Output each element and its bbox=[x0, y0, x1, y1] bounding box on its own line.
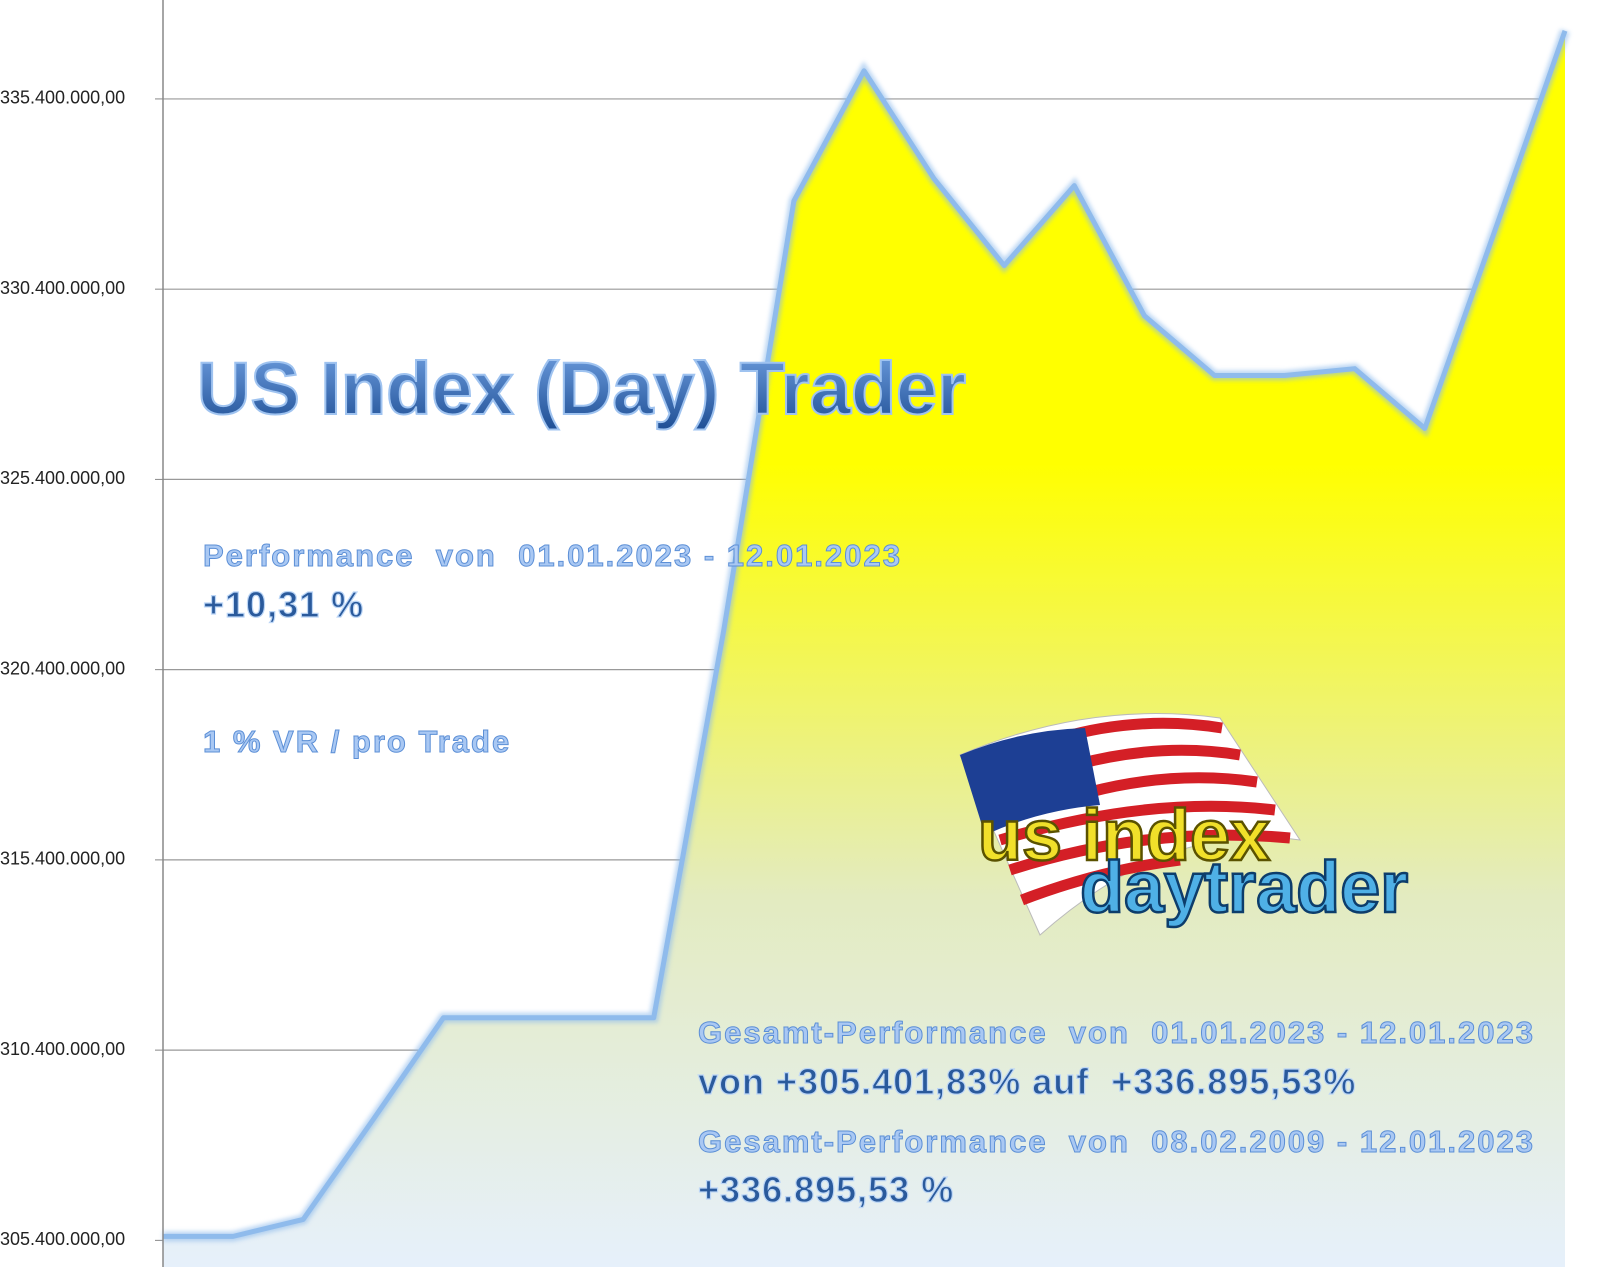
flag-canton bbox=[960, 728, 1100, 835]
line bbox=[163, 29, 1568, 1239]
y-tick-label: 310.400.000,00 bbox=[0, 1039, 125, 1059]
y-tick-label: 320.400.000,00 bbox=[0, 658, 125, 678]
y-tick-label: 325.400.000,00 bbox=[0, 468, 125, 488]
annotation: +10,31 % bbox=[203, 584, 364, 625]
annotation: 1 % VR / pro Trade bbox=[203, 724, 511, 759]
annotation: +336.895,53 % bbox=[698, 1169, 954, 1210]
annotation: von +305.401,83% auf +336.895,53% bbox=[698, 1061, 1356, 1102]
y-tick-label: 305.400.000,00 bbox=[0, 1229, 125, 1249]
chart-title: US Index (Day) Trader bbox=[197, 347, 966, 430]
y-tick-label: 335.400.000,00 bbox=[0, 88, 125, 108]
y-tick-label: 330.400.000,00 bbox=[0, 278, 125, 298]
y-tick-label: 315.400.000,00 bbox=[0, 849, 125, 869]
annotation: Performance von 01.01.2023 - 12.01.2023 bbox=[203, 538, 902, 573]
area bbox=[163, 30, 1565, 1267]
annotation: Gesamt-Performance von 08.02.2009 - 12.0… bbox=[698, 1124, 1535, 1159]
plot bbox=[163, 29, 1570, 1267]
logo-text: us index bbox=[978, 796, 1270, 876]
annotation: Gesamt-Performance von 01.01.2023 - 12.0… bbox=[698, 1015, 1535, 1050]
logo-text: daytrader bbox=[1080, 848, 1408, 928]
logo: us index daytrader bbox=[959, 713, 1409, 936]
